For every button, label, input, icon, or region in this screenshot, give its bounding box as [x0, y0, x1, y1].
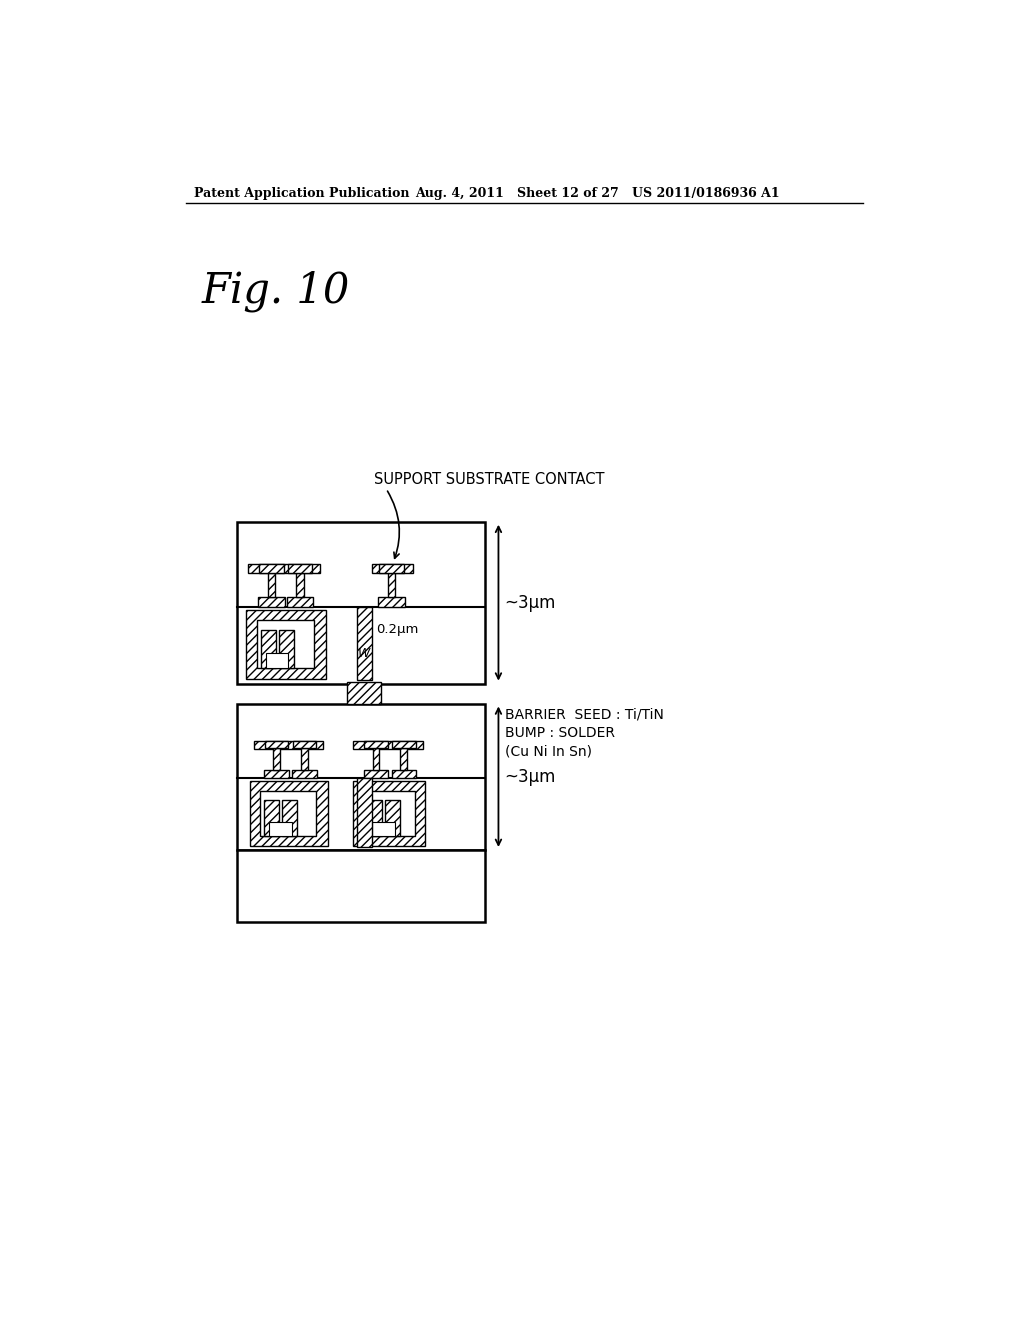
- Bar: [365, 741, 388, 748]
- Bar: [356, 779, 372, 847]
- Text: Fig. 10: Fig. 10: [202, 271, 350, 312]
- Text: US 2011/0186936 A1: US 2011/0186936 A1: [632, 187, 779, 199]
- Bar: [254, 741, 324, 748]
- Bar: [388, 573, 395, 598]
- Bar: [385, 800, 400, 836]
- Text: ~3μm: ~3μm: [505, 768, 556, 785]
- Bar: [265, 741, 289, 748]
- Bar: [287, 598, 313, 607]
- Bar: [378, 598, 404, 607]
- Bar: [264, 770, 289, 779]
- Bar: [391, 770, 417, 779]
- Text: Patent Application Publication: Patent Application Publication: [194, 187, 410, 199]
- Bar: [264, 800, 280, 836]
- Bar: [237, 850, 484, 923]
- Bar: [248, 564, 321, 573]
- Bar: [368, 800, 382, 836]
- Bar: [237, 704, 484, 850]
- Text: Aug. 4, 2011   Sheet 12 of 27: Aug. 4, 2011 Sheet 12 of 27: [415, 187, 618, 199]
- Bar: [292, 770, 317, 779]
- Bar: [267, 573, 275, 598]
- Bar: [266, 653, 289, 668]
- Bar: [301, 748, 308, 770]
- Bar: [250, 781, 328, 846]
- Bar: [288, 564, 312, 573]
- Bar: [373, 748, 380, 770]
- Text: 0.2μm: 0.2μm: [376, 623, 419, 636]
- Bar: [372, 564, 414, 573]
- Bar: [352, 741, 423, 748]
- Bar: [356, 607, 372, 681]
- Bar: [296, 573, 304, 598]
- Bar: [246, 610, 326, 678]
- Bar: [261, 630, 276, 668]
- Bar: [352, 781, 425, 846]
- Bar: [347, 682, 381, 704]
- Bar: [269, 822, 292, 836]
- Text: BARRIER  SEED : Ti/TiN
BUMP : SOLDER
(Cu Ni In Sn): BARRIER SEED : Ti/TiN BUMP : SOLDER (Cu …: [505, 708, 664, 758]
- Text: W: W: [358, 647, 371, 660]
- Bar: [237, 521, 484, 684]
- Text: SUPPORT SUBSTRATE CONTACT: SUPPORT SUBSTRATE CONTACT: [375, 473, 605, 487]
- Bar: [259, 564, 284, 573]
- Bar: [400, 748, 408, 770]
- Bar: [379, 564, 403, 573]
- Bar: [283, 800, 297, 836]
- Bar: [258, 598, 285, 607]
- Bar: [260, 792, 316, 836]
- Bar: [362, 792, 415, 836]
- Bar: [280, 630, 294, 668]
- Bar: [257, 620, 314, 668]
- Text: ~3μm: ~3μm: [505, 594, 556, 611]
- Bar: [273, 748, 281, 770]
- Bar: [392, 741, 416, 748]
- Bar: [372, 822, 394, 836]
- Bar: [364, 770, 388, 779]
- Bar: [293, 741, 316, 748]
